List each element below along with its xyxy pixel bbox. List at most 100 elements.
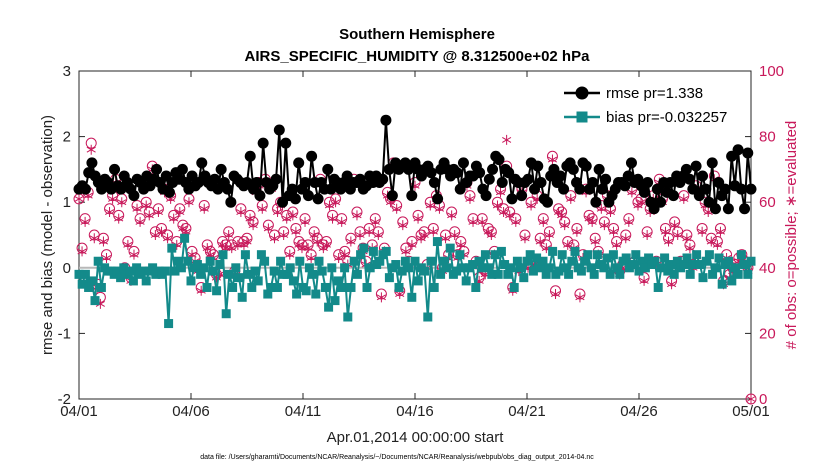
rmse-point	[299, 177, 311, 189]
rmse-point	[487, 163, 499, 175]
rmse-point	[600, 173, 612, 185]
bias-point	[186, 276, 196, 286]
bias-point	[314, 256, 324, 266]
bias-point	[263, 289, 273, 299]
y-left-tick-label: 0	[63, 260, 71, 277]
rmse-point	[176, 163, 188, 175]
obs-evaluated-point	[279, 230, 289, 240]
rmse-point	[483, 173, 495, 185]
bias-point	[308, 269, 318, 279]
bias-point	[442, 263, 452, 273]
bias-point	[282, 269, 292, 279]
obs-evaluated-point	[419, 230, 429, 240]
bias-point	[519, 273, 529, 283]
bias-point	[717, 279, 727, 289]
bias-point	[544, 263, 554, 273]
rmse-point	[457, 157, 469, 169]
obs-evaluated-point	[224, 230, 234, 240]
bias-point	[176, 263, 186, 273]
obs-evaluated-point	[447, 210, 457, 221]
bias-point	[586, 263, 596, 273]
bias-point	[592, 250, 602, 260]
rmse-point	[128, 190, 140, 202]
rmse-point	[593, 163, 605, 175]
obs-evaluated-point	[364, 226, 374, 237]
obs-evaluated-point	[526, 200, 536, 211]
rmse-point	[580, 160, 592, 172]
bias-point	[602, 253, 612, 263]
bias-point	[512, 256, 522, 266]
obs-evaluated-point	[547, 154, 558, 165]
bias-point	[218, 250, 228, 260]
obs-evaluated-point	[89, 233, 99, 244]
x-tick-label: 04/21	[508, 403, 546, 420]
rmse-point	[700, 183, 712, 195]
bias-point	[192, 260, 202, 270]
obs-evaluated-point	[685, 243, 695, 254]
rmse-point	[451, 167, 463, 179]
obs-evaluated-point	[502, 134, 512, 145]
bias-point	[148, 263, 158, 273]
bias-point	[77, 279, 87, 289]
bias-point	[477, 263, 487, 273]
rmse-point	[406, 190, 418, 202]
rmse-point	[377, 173, 389, 185]
obs-evaluated-point	[599, 220, 609, 231]
obs-evaluated-point	[612, 239, 622, 250]
bias-point	[663, 266, 673, 276]
bias-point	[138, 266, 148, 276]
obs-evaluated-point	[370, 216, 380, 227]
obs-evaluated-point	[682, 233, 692, 244]
bias-point	[692, 250, 702, 260]
obs-evaluated-point	[74, 193, 84, 204]
bias-point	[368, 246, 378, 256]
rmse-point	[719, 183, 731, 195]
bias-point	[701, 256, 711, 266]
rmse-point	[709, 203, 721, 215]
obs-evaluated-point	[550, 289, 561, 300]
rmse-point	[506, 193, 518, 205]
y-right-tick-label: 100	[759, 63, 784, 80]
rmse-point	[244, 150, 256, 162]
rmse-point	[587, 177, 599, 189]
bias-point	[528, 266, 538, 276]
rmse-point	[590, 196, 602, 208]
bias-point	[173, 256, 183, 266]
obs-evaluated-point	[98, 236, 109, 247]
rmse-point	[745, 183, 757, 195]
obs-evaluated-point	[407, 239, 417, 250]
bias-point	[116, 273, 126, 283]
y-right-tick-label: 0	[759, 391, 767, 408]
rmse-point	[293, 157, 305, 169]
obs-evaluated-point	[492, 200, 503, 211]
obs-evaluated-point	[572, 226, 582, 237]
bias-point	[532, 253, 542, 263]
bias-point	[212, 286, 222, 296]
bias-point	[490, 250, 500, 260]
bias-point	[90, 296, 100, 306]
rmse-point	[257, 137, 269, 149]
bias-point	[119, 263, 129, 273]
bias-point	[445, 243, 455, 253]
rmse-point	[273, 124, 285, 136]
bias-point	[202, 282, 212, 292]
bias-point	[205, 256, 215, 266]
x-tick-label: 04/01	[60, 403, 98, 420]
rmse-point	[286, 183, 298, 195]
obs-evaluated-point	[132, 203, 142, 214]
bias-point	[234, 273, 244, 283]
obs-evaluated-point	[560, 220, 570, 231]
bias-point	[640, 263, 650, 273]
bias-point	[496, 246, 506, 256]
bias-point	[730, 263, 740, 273]
bias-point	[621, 253, 631, 263]
y-left-tick-label: 3	[63, 63, 71, 80]
bias-point	[695, 260, 705, 270]
obs-evaluated-point	[627, 187, 637, 198]
obs-evaluated-point	[495, 187, 506, 198]
obs-evaluated-point	[511, 216, 521, 227]
y-right-tick-label: 60	[759, 194, 776, 211]
rmse-point	[151, 163, 163, 175]
obs-evaluated-point	[505, 210, 515, 221]
